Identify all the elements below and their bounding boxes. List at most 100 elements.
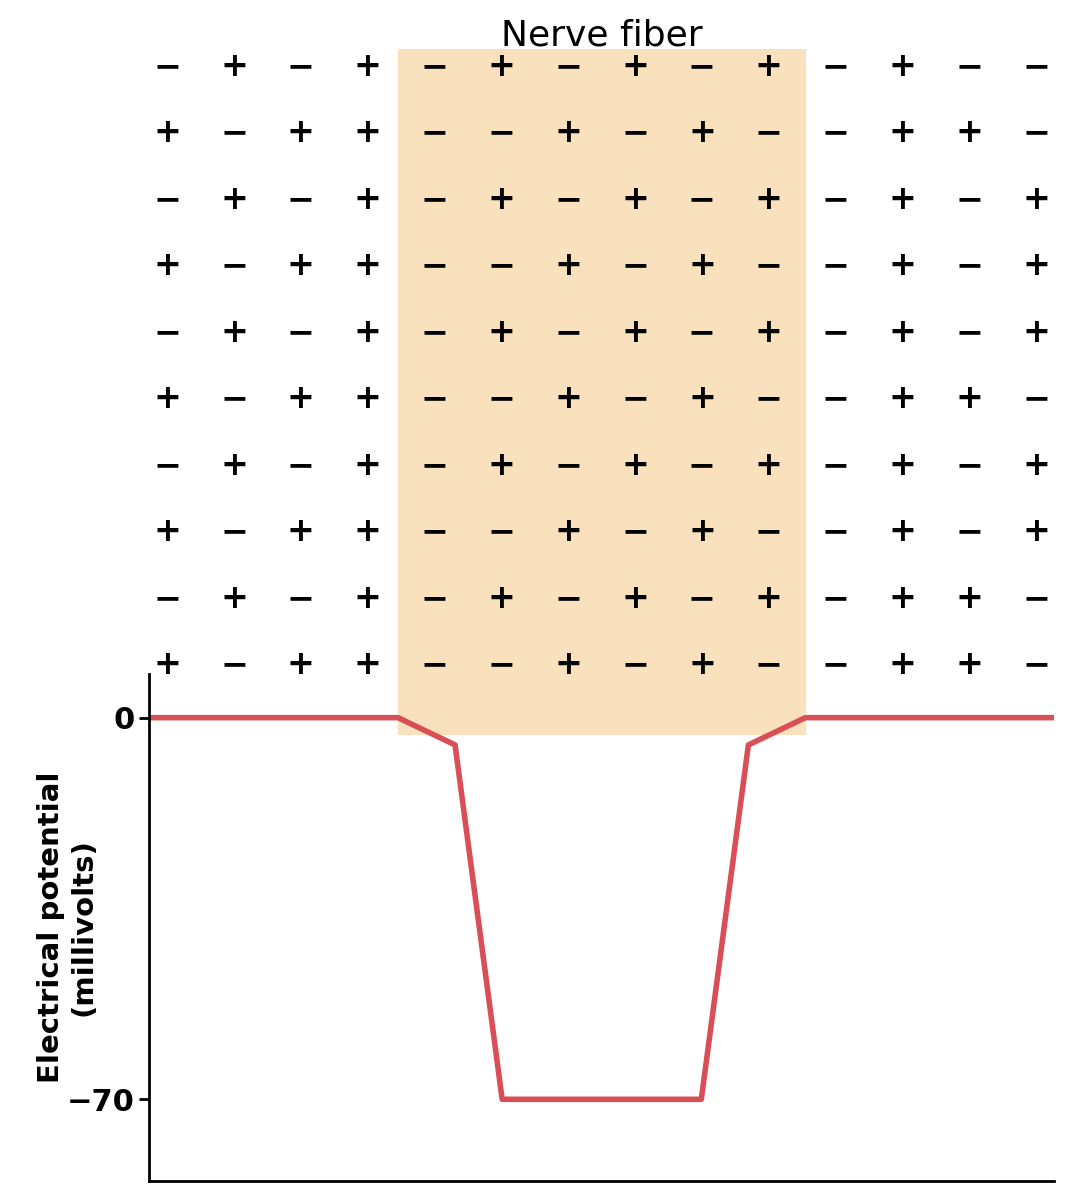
Text: Nerve fiber: Nerve fiber — [501, 19, 703, 52]
Text: −: − — [621, 117, 650, 149]
Text: +: + — [354, 515, 381, 549]
Text: +: + — [1022, 183, 1050, 216]
Text: +: + — [955, 648, 983, 681]
Text: +: + — [286, 648, 315, 681]
Text: −: − — [955, 515, 983, 549]
Text: −: − — [688, 316, 716, 348]
Text: −: − — [755, 117, 783, 149]
Text: +: + — [755, 50, 783, 82]
Text: −: − — [1022, 648, 1050, 681]
Text: +: + — [488, 449, 515, 482]
Text: +: + — [153, 648, 181, 681]
Text: −: − — [822, 50, 850, 82]
Text: +: + — [354, 50, 381, 82]
Text: +: + — [220, 50, 248, 82]
Text: −: − — [421, 648, 448, 681]
Text: −: − — [286, 316, 315, 348]
Text: −: − — [220, 117, 248, 149]
Text: −: − — [153, 582, 181, 614]
Text: −: − — [755, 515, 783, 549]
Text: +: + — [488, 316, 515, 348]
Text: −: − — [755, 648, 783, 681]
Text: +: + — [488, 582, 515, 614]
Text: −: − — [822, 515, 850, 549]
Text: +: + — [555, 117, 583, 149]
Text: +: + — [488, 183, 515, 216]
Text: +: + — [555, 249, 583, 283]
Text: −: − — [421, 50, 448, 82]
Text: +: + — [220, 582, 248, 614]
Text: +: + — [1022, 515, 1050, 549]
Text: −: − — [822, 249, 850, 283]
Text: −: − — [421, 117, 448, 149]
Text: +: + — [555, 382, 583, 415]
Text: −: − — [822, 449, 850, 482]
Text: −: − — [421, 515, 448, 549]
Text: −: − — [822, 183, 850, 216]
Text: −: − — [822, 117, 850, 149]
Text: +: + — [286, 249, 315, 283]
Text: +: + — [888, 249, 917, 283]
Text: −: − — [755, 249, 783, 283]
Text: +: + — [888, 382, 917, 415]
Text: −: − — [488, 117, 515, 149]
Text: +: + — [688, 515, 716, 549]
Text: +: + — [354, 449, 381, 482]
Text: +: + — [755, 582, 783, 614]
Text: −: − — [955, 183, 983, 216]
Text: +: + — [153, 117, 181, 149]
Text: −: − — [488, 648, 515, 681]
Bar — [398, 49, 805, 692]
Text: −: − — [220, 515, 248, 549]
Text: −: − — [1022, 50, 1050, 82]
Text: −: − — [421, 382, 448, 415]
Text: +: + — [688, 382, 716, 415]
Text: −: − — [554, 449, 583, 482]
Text: +: + — [888, 648, 917, 681]
Text: −: − — [822, 648, 850, 681]
Text: −: − — [621, 515, 650, 549]
Text: −: − — [488, 249, 515, 283]
Text: +: + — [354, 316, 381, 348]
Text: +: + — [354, 648, 381, 681]
Text: −: − — [1022, 382, 1050, 415]
Text: −: − — [286, 183, 315, 216]
Text: +: + — [1022, 316, 1050, 348]
Text: −: − — [621, 249, 650, 283]
Text: −: − — [554, 316, 583, 348]
Text: +: + — [1022, 449, 1050, 482]
Text: +: + — [888, 50, 917, 82]
Text: −: − — [1022, 117, 1050, 149]
Text: +: + — [888, 582, 917, 614]
Text: +: + — [354, 382, 381, 415]
Text: −: − — [286, 50, 315, 82]
Text: +: + — [888, 316, 917, 348]
Text: +: + — [621, 316, 649, 348]
Text: +: + — [888, 183, 917, 216]
Text: +: + — [755, 449, 783, 482]
Text: +: + — [220, 316, 248, 348]
Text: −: − — [554, 183, 583, 216]
Text: −: − — [955, 50, 983, 82]
Text: +: + — [955, 582, 983, 614]
Text: −: − — [220, 249, 248, 283]
Text: −: − — [220, 382, 248, 415]
Text: −: − — [955, 249, 983, 283]
Text: +: + — [488, 50, 515, 82]
Text: −: − — [955, 449, 983, 482]
Text: +: + — [755, 183, 783, 216]
Text: +: + — [354, 249, 381, 283]
Text: −: − — [621, 648, 650, 681]
Text: Electrical potential
(millivolts): Electrical potential (millivolts) — [37, 772, 98, 1083]
Text: −: − — [621, 382, 650, 415]
Text: −: − — [220, 648, 248, 681]
Text: −: − — [688, 183, 716, 216]
Text: +: + — [354, 183, 381, 216]
Text: +: + — [888, 449, 917, 482]
Text: +: + — [354, 582, 381, 614]
Text: −: − — [153, 183, 181, 216]
Text: +: + — [955, 117, 983, 149]
Text: −: − — [153, 50, 181, 82]
Text: +: + — [555, 648, 583, 681]
Text: +: + — [153, 249, 181, 283]
